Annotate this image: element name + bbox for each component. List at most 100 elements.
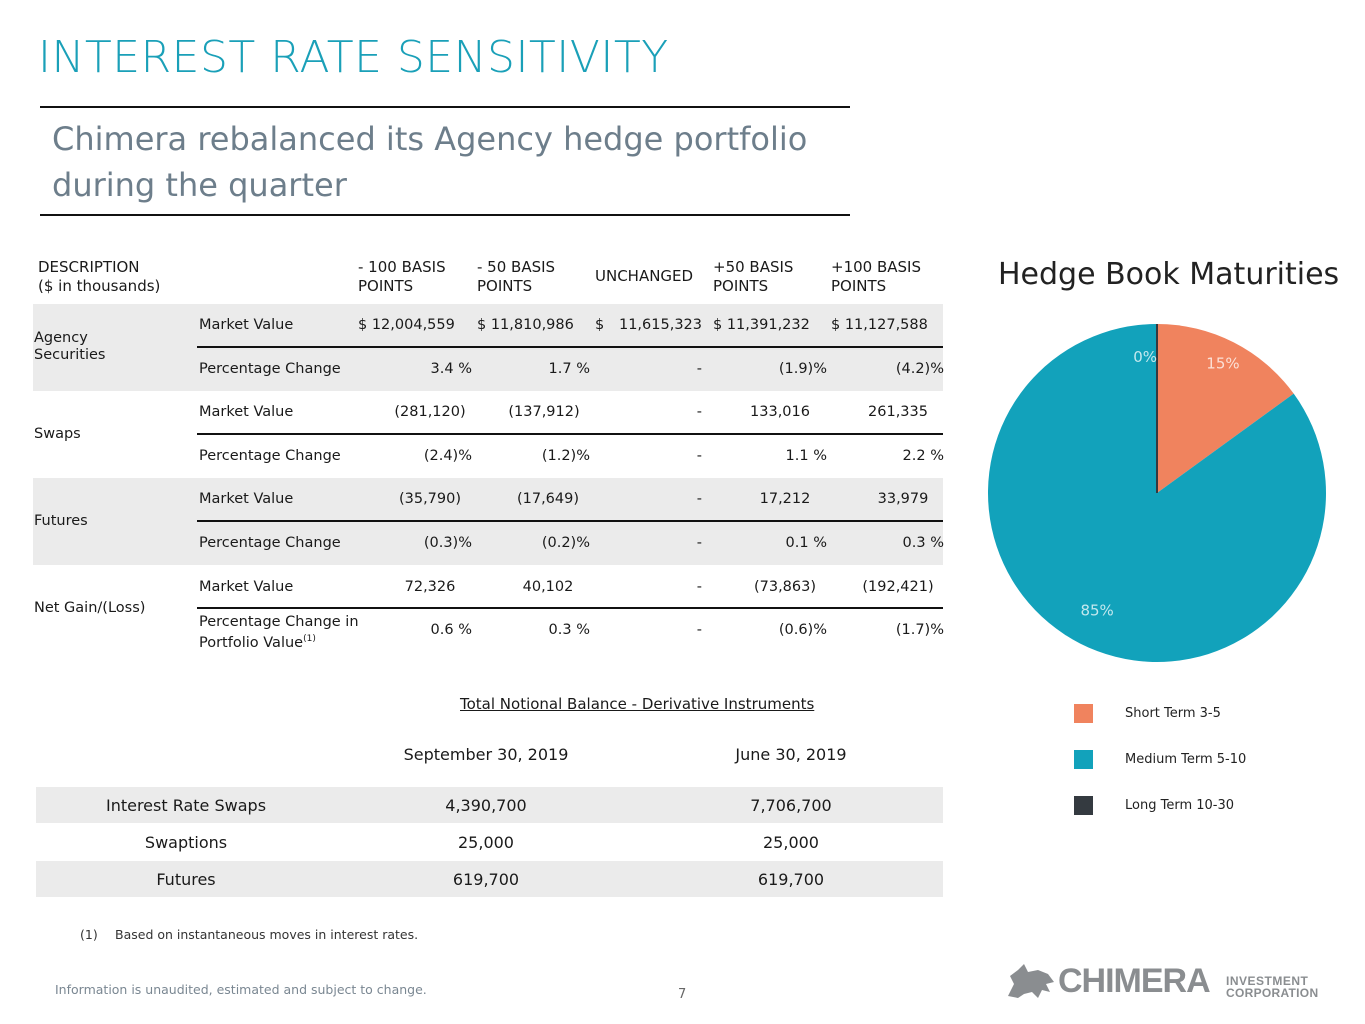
row-divider xyxy=(197,520,943,522)
table-cell: (281,120) xyxy=(394,404,466,420)
table-cell: 619,700 xyxy=(452,870,520,889)
metric-label-line1: Percentage Change in xyxy=(199,614,359,630)
table-cell: 72,326 xyxy=(404,579,456,595)
legend-label: Short Term 3-5 xyxy=(1125,706,1221,721)
notional-title: Total Notional Balance - Derivative Inst… xyxy=(460,695,815,713)
legend-swatch-long-term xyxy=(1074,796,1093,815)
notional-row-label: Swaptions xyxy=(144,833,228,852)
table-cell: 0.3 % xyxy=(548,622,590,638)
group-label: Net Gain/(Loss) xyxy=(34,600,146,616)
header-minus100-line1: - 100 BASIS xyxy=(358,258,446,276)
header-description-line1: DESCRIPTION xyxy=(38,258,140,276)
header-minus50-line2: POINTS xyxy=(477,277,533,295)
table-cell: - xyxy=(696,535,702,551)
table-cell: (4.2)% xyxy=(895,361,944,377)
table-cell: 619,700 xyxy=(757,870,825,889)
table-cell: (1.2)% xyxy=(541,448,590,464)
notional-column-header: September 30, 2019 xyxy=(403,745,569,764)
chimera-creature-icon xyxy=(1008,964,1054,998)
group-label: Agency Securities xyxy=(34,330,106,363)
table-cell: - xyxy=(696,404,702,420)
page-title: INTEREST RATE SENSITIVITY xyxy=(38,32,669,83)
group-label: Swaps xyxy=(34,426,81,442)
table-cell: 0.3 % xyxy=(902,535,944,551)
logo-subtitle-1: INVESTMENT xyxy=(1226,974,1309,988)
notional-row-label: Futures xyxy=(156,870,216,889)
table-cell: 0.6 % xyxy=(430,622,472,638)
metric-label: Market Value xyxy=(199,491,294,507)
table-cell: (137,912) xyxy=(508,404,580,420)
table-cell: 133,016 xyxy=(750,404,810,420)
metric-label-line2: Portfolio Value(1) xyxy=(199,631,359,652)
disclaimer: Information is unaudited, estimated and … xyxy=(55,982,427,997)
header-minus50: - 50 BASIS POINTS xyxy=(477,258,555,296)
metric-label: Market Value xyxy=(199,317,294,333)
footnote-text: Based on instantaneous moves in interest… xyxy=(115,927,419,942)
table-cell: 40,102 xyxy=(522,579,574,595)
chart-title: Hedge Book Maturities xyxy=(998,257,1340,292)
table-cell: (35,790) xyxy=(398,491,462,507)
row-divider xyxy=(197,607,943,609)
table-cell: - xyxy=(696,448,702,464)
notional-row-shade xyxy=(36,861,943,897)
header-plus50-line1: +50 BASIS xyxy=(713,258,794,276)
table-cell: (0.2)% xyxy=(541,535,590,551)
table-cell: $ 11,810,986 xyxy=(477,317,574,333)
row-divider xyxy=(197,346,943,348)
table-cell: 3.4 % xyxy=(430,361,472,377)
metric-label: Percentage Change xyxy=(199,448,341,464)
table-cell: 25,000 xyxy=(458,833,514,852)
header-description-line2: ($ in thousands) xyxy=(38,277,161,295)
page-subtitle: Chimera rebalanced its Agency hedge port… xyxy=(52,120,808,204)
table-cell: 1.7 % xyxy=(548,361,590,377)
metric-label: Percentage Change xyxy=(199,361,341,377)
header-plus50-line2: POINTS xyxy=(713,277,769,295)
table-cell: 0.1 % xyxy=(785,535,827,551)
legend-swatch-medium-term xyxy=(1074,750,1093,769)
notional-column-header: June 30, 2019 xyxy=(735,745,847,764)
logo-subtitle-2: CORPORATION xyxy=(1226,986,1319,1000)
table-cell: 17,212 xyxy=(759,491,811,507)
pie-data-label: 0% xyxy=(1133,348,1157,366)
logo-wordmark: CHIMERA xyxy=(1058,962,1211,1000)
table-cell: $ 11,391,232 xyxy=(713,317,810,333)
pie-data-label: 85% xyxy=(1080,601,1113,619)
table-cell: (73,863) xyxy=(753,579,817,595)
table-cell: (1.7)% xyxy=(895,622,944,638)
group-label: Futures xyxy=(34,513,88,529)
title-divider-top xyxy=(40,106,850,108)
header-minus100: - 100 BASIS POINTS xyxy=(358,258,446,296)
legend-label: Long Term 10-30 xyxy=(1125,798,1235,813)
header-unchanged: UNCHANGED xyxy=(595,267,694,285)
table-cell: (192,421) xyxy=(862,579,934,595)
notional-row-shade xyxy=(36,787,943,823)
table-cell: $ 11,127,588 xyxy=(831,317,928,333)
pie-chart: 15% 85% 0% xyxy=(988,324,1326,662)
table-cell: 261,335 xyxy=(868,404,928,420)
metric-label: Percentage Change xyxy=(199,535,341,551)
table-cell: 25,000 xyxy=(763,833,819,852)
header-plus100-line1: +100 BASIS xyxy=(831,258,921,276)
footnote-number: (1) xyxy=(80,927,98,942)
table-cell: $ 12,004,559 xyxy=(358,317,455,333)
metric-label-text: Portfolio Value xyxy=(199,634,304,651)
legend-swatch-short-term xyxy=(1074,704,1093,723)
pie-data-label: 15% xyxy=(1206,355,1239,373)
header-minus100-line2: POINTS xyxy=(358,277,414,295)
table-cell: (17,649) xyxy=(516,491,580,507)
header-minus50-line1: - 50 BASIS xyxy=(477,258,556,276)
page-number: 7 xyxy=(678,987,687,1002)
table-cell: 4,390,700 xyxy=(445,796,527,815)
header-description: DESCRIPTION ($ in thousands) xyxy=(38,258,160,296)
pie-slice xyxy=(1157,324,1294,493)
legend-label: Medium Term 5-10 xyxy=(1125,752,1247,767)
header-plus50: +50 BASIS POINTS xyxy=(713,258,793,296)
table-cell: - xyxy=(696,622,702,638)
table-cell: - xyxy=(696,579,702,595)
table-cell: 1.1 % xyxy=(785,448,827,464)
table-cell: (0.3)% xyxy=(423,535,472,551)
metric-label: Market Value xyxy=(199,404,294,420)
table-cell: 11,615,323 xyxy=(618,317,702,333)
title-divider-bottom xyxy=(40,214,850,216)
table-cell: 7,706,700 xyxy=(750,796,832,815)
